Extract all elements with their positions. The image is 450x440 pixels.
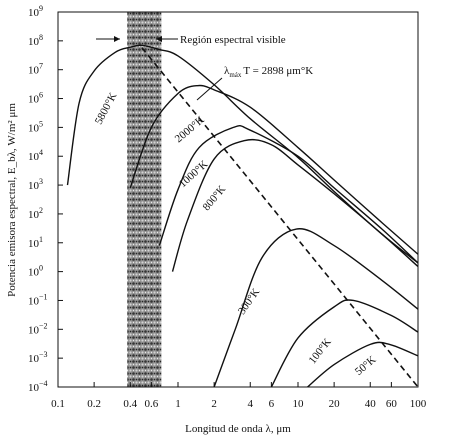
y-tick-label: 109	[28, 4, 43, 19]
visible-region-band	[127, 12, 162, 387]
y-tick-label: 103	[28, 177, 43, 192]
x-tick-label: 2	[211, 398, 217, 410]
x-tick-label: 40	[365, 398, 377, 410]
y-tick-label: 102	[28, 206, 43, 221]
curve-label-50k: 50°K	[353, 354, 379, 378]
x-tick-label: 0.2	[87, 398, 101, 410]
x-tick-label: 10	[293, 398, 305, 410]
curve-2000k	[129, 84, 418, 255]
x-tick-label: 60	[386, 398, 398, 410]
curve-label-300k: 300°K	[236, 286, 262, 317]
y-tick-label: 10−2	[28, 321, 48, 336]
x-tick-label: 0.6	[145, 398, 159, 410]
curve-50k	[307, 341, 418, 387]
x-axis-title: Longitud de onda λ, μm	[185, 423, 291, 435]
curve-label-5800k: 5800°K	[93, 91, 120, 127]
plot-frame	[57, 11, 419, 388]
visible-region-label: Región espectral visible	[180, 34, 286, 46]
curve-label-2000k: 2000°K	[173, 114, 207, 145]
x-tick-label: 0.1	[51, 398, 65, 410]
visible-region-annotation: Región espectral visible	[96, 34, 286, 46]
y-tick-label: 105	[28, 119, 43, 134]
y-tick-label: 10−3	[28, 350, 48, 365]
curve-5800k	[66, 44, 418, 264]
wien-law-label: λmáx T = 2898 μm°K	[224, 65, 313, 79]
y-tick-label: 108	[28, 33, 43, 48]
curves-group	[66, 44, 418, 387]
x-tick-label: 20	[329, 398, 341, 410]
ticks-group: 0.1 0.2 0.4 0.6 1 2 4 6 10 20 40 60 100 109 108 107 106 1…	[28, 4, 427, 410]
y-axis-title: Potencia emisora espectral, E_bλ, W/m² μ…	[6, 103, 18, 297]
x-tick-label: 100	[410, 398, 427, 410]
x-tick-label: 6	[269, 398, 275, 410]
x-tick-label: 0.4	[123, 398, 137, 410]
y-tick-label: 101	[28, 235, 43, 250]
curve-800k	[171, 138, 418, 272]
x-tick-label: 4	[247, 398, 253, 410]
curve-100k	[270, 299, 418, 387]
y-tick-label: 107	[28, 62, 43, 77]
x-tick-label: 1	[175, 398, 181, 410]
curve-1000k	[158, 125, 418, 264]
wien-law-annotation: λmáx T = 2898 μm°K	[196, 65, 313, 101]
y-tick-label: 10−4	[28, 379, 48, 394]
y-tick-label: 100	[28, 264, 43, 279]
y-tick-label: 10−1	[28, 292, 48, 307]
curve-label-100k: 100°K	[307, 336, 334, 366]
curve-label-800k: 800°K	[201, 183, 229, 213]
wien-displacement-line	[141, 47, 418, 387]
curve-300k	[213, 228, 418, 387]
y-tick-label: 106	[28, 91, 43, 106]
y-tick-label: 104	[28, 148, 43, 163]
